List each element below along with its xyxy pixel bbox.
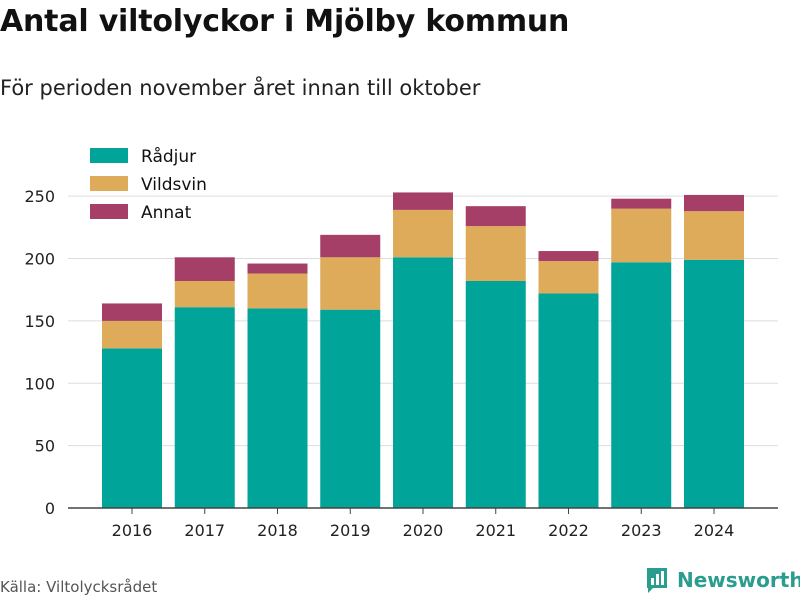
brand-logo: Newsworthy	[645, 566, 800, 594]
bar-vildsvin-2019	[320, 257, 381, 310]
newsworthy-logo-icon	[647, 568, 667, 593]
bar-rådjur-2019	[320, 309, 381, 508]
bar-annat-2021	[465, 206, 526, 227]
bar-annat-2016	[102, 303, 162, 321]
axes: 0 50 100 150 200 250 2016 2017 2018 2019 2020 2021 2…	[24, 187, 778, 540]
bar-rådjur-2022	[538, 293, 599, 508]
chart-title: Antal viltolyckor i Mjölby kommun	[0, 4, 570, 39]
bar-annat-2024	[684, 194, 744, 212]
bar-rådjur-2021	[465, 280, 526, 508]
brand-name: Newsworthy	[677, 568, 800, 592]
y-tick-label-250: 250	[24, 187, 55, 206]
bar-rådjur-2016	[102, 348, 162, 508]
x-tick-label-2016: 2016	[112, 521, 153, 540]
y-tick-label-150: 150	[24, 312, 55, 331]
bar-rådjur-2024	[684, 259, 744, 508]
bar-annat-2020	[393, 192, 453, 210]
bar-annat-2019	[320, 234, 381, 258]
bar-annat-2017	[174, 257, 235, 281]
bar-vildsvin-2020	[393, 209, 453, 258]
legend-swatch-annat	[90, 204, 128, 219]
bar-annat-2022	[538, 251, 599, 262]
x-tick-label-2024: 2024	[694, 521, 735, 540]
bar-rådjur-2018	[247, 308, 308, 508]
bar-rådjur-2017	[174, 307, 235, 508]
x-tick-label-2021: 2021	[475, 521, 516, 540]
x-tick-label-2022: 2022	[548, 521, 589, 540]
bar-vildsvin-2021	[465, 226, 526, 281]
legend-label-annat: Annat	[141, 203, 192, 223]
bar-vildsvin-2022	[538, 261, 599, 294]
bar-stacks	[102, 192, 744, 508]
x-tick-label-2018: 2018	[257, 521, 298, 540]
bar-vildsvin-2017	[174, 280, 235, 308]
y-tick-label-200: 200	[24, 250, 55, 269]
legend-swatch-rådjur	[90, 148, 128, 163]
x-tick-label-2019: 2019	[330, 521, 371, 540]
bar-annat-2023	[611, 198, 672, 209]
source-note: Källa: Viltolycksrådet	[0, 578, 158, 596]
bar-annat-2018	[247, 263, 308, 274]
legend-label-vildsvin: Vildsvin	[141, 175, 207, 195]
legend-swatch-vildsvin	[90, 176, 128, 191]
bar-vildsvin-2018	[247, 273, 308, 309]
legend: Rådjur Vildsvin Annat	[90, 146, 207, 223]
x-tick-label-2017: 2017	[184, 521, 225, 540]
bar-vildsvin-2023	[611, 208, 672, 263]
bar-vildsvin-2024	[684, 211, 744, 260]
legend-label-rådjur: Rådjur	[141, 146, 196, 167]
y-tick-label-50: 50	[35, 437, 55, 456]
y-tick-label-0: 0	[45, 499, 55, 518]
bar-rådjur-2023	[611, 262, 672, 508]
bar-vildsvin-2016	[102, 320, 162, 349]
y-tick-label-100: 100	[24, 374, 55, 393]
x-tick-label-2020: 2020	[403, 521, 444, 540]
bar-rådjur-2020	[393, 257, 453, 508]
chart-subtitle: För perioden november året innan till ok…	[0, 76, 481, 100]
x-tick-label-2023: 2023	[621, 521, 662, 540]
